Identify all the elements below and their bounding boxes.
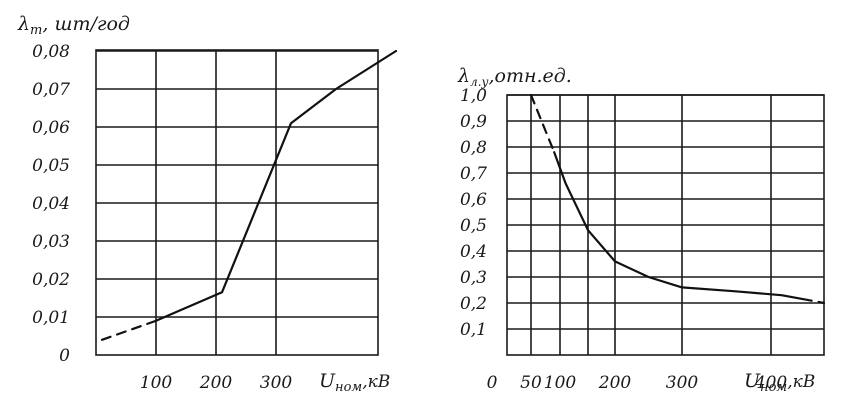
right-y-tick-label: 0,2 <box>460 294 487 314</box>
right-y-tick-label: 0,4 <box>460 242 487 262</box>
left-y-tick-label: 0 <box>59 346 70 366</box>
right-chart: 0 50 100 200 300 400 0,1 0,2 0,3 0,4 0,5 0,6 0,7 0,8 0… <box>460 86 826 393</box>
left-y-tick-label: 0,05 <box>32 156 70 176</box>
left-x-tick-label: 100 <box>140 373 173 393</box>
right-chart-title: λл.у,отн.ед. <box>457 65 572 89</box>
right-y-tick-label: 1,0 <box>460 86 487 106</box>
right-y-tick-label: 0,8 <box>460 138 487 158</box>
right-x-sub: ном <box>760 380 787 395</box>
left-y-tick-label: 0,02 <box>32 270 70 290</box>
right-series-line-2 <box>801 298 826 305</box>
right-x-tick-label: 400 <box>754 373 788 393</box>
right-x-rest: ,кВ <box>787 372 815 392</box>
left-series-line-0 <box>100 319 158 341</box>
left-y-tick-label: 0,06 <box>32 118 70 138</box>
left-y-tick-label: 0,08 <box>32 42 70 62</box>
left-chart: 100 200 300 0 0,01 0,02 0,03 0,04 0,05 0,06 0,07 0,… <box>32 42 398 393</box>
left-x-axis-label: Uном,кВ <box>319 370 390 395</box>
right-x-tick-label: 300 <box>666 373 699 393</box>
right-x-tick-label: 50 <box>520 373 542 393</box>
right-y-tick-label: 0,3 <box>460 268 487 288</box>
right-series-line-0 <box>529 93 556 154</box>
left-y-tick-label: 0,01 <box>32 308 70 328</box>
right-y-tick-label: 0,1 <box>460 320 487 340</box>
right-x-axis-label: Uном,кВ <box>744 370 815 395</box>
left-y-tick-label: 0,03 <box>32 232 70 252</box>
right-y-tick-label: 0,6 <box>460 190 487 210</box>
right-y-tick-label: 0,7 <box>460 164 487 184</box>
left-x-rest: ,кВ <box>362 372 390 392</box>
right-series-line-1 <box>553 151 804 301</box>
right-y-tick-label: 0,5 <box>460 216 487 236</box>
right-title-main: λ <box>457 65 470 87</box>
left-x-tick-label: 200 <box>199 373 233 393</box>
left-title-rest: , шт/год <box>42 13 130 35</box>
left-y-tick-label: 0,04 <box>32 194 70 214</box>
left-x-main: U <box>319 370 336 392</box>
left-title-sub: т <box>30 23 42 38</box>
right-title-sub: л.у <box>470 75 488 89</box>
right-title-rest: ,отн.ед. <box>488 65 571 87</box>
right-x-tick-label: 100 <box>544 373 577 393</box>
left-y-tick-label: 0,07 <box>32 80 70 100</box>
left-series-line-1 <box>154 49 398 322</box>
right-x-tick-label: 0 <box>487 373 498 393</box>
right-y-tick-label: 0,9 <box>460 112 487 132</box>
left-title-main: λ <box>17 13 30 35</box>
right-x-main: U <box>744 370 761 392</box>
right-x-tick-label: 200 <box>598 373 632 393</box>
left-x-sub: ном <box>335 380 362 395</box>
left-chart-title: λт, шт/год <box>17 13 130 38</box>
left-x-tick-label: 300 <box>260 373 293 393</box>
